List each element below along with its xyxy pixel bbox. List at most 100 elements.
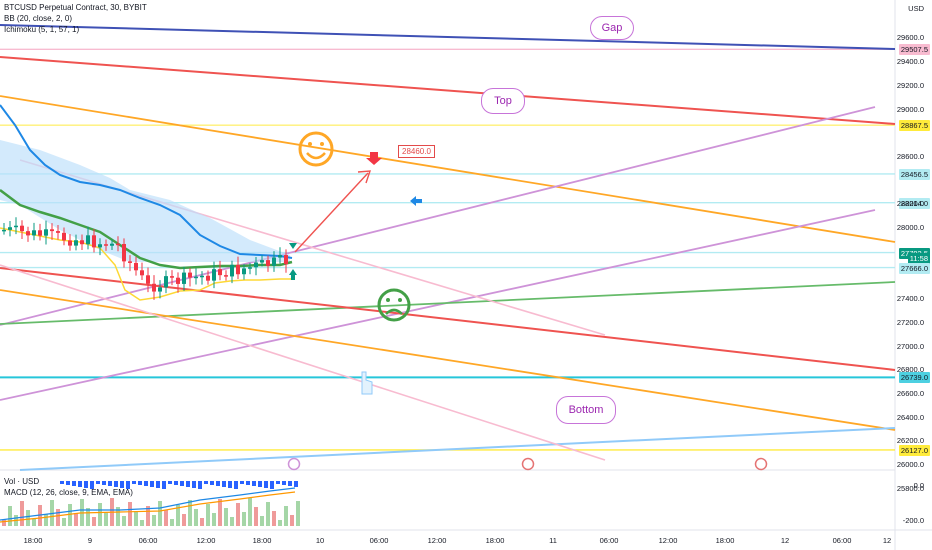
volume-bar [74, 513, 78, 526]
y-tick-label: 25800.0 [896, 483, 924, 493]
volume-bar [170, 519, 174, 526]
bb-basis-line [0, 104, 293, 259]
volume-bar [284, 506, 288, 526]
candle [56, 231, 60, 233]
candle [188, 272, 192, 278]
volume-bar [56, 509, 60, 526]
trendline-lower-red [0, 267, 896, 371]
sad-face-mouth [385, 308, 403, 315]
candle [74, 240, 78, 246]
y-tick-label: 26600.0 [896, 388, 924, 398]
volume-bar [62, 518, 66, 526]
pink-line-2 [0, 264, 606, 461]
symbol-legend[interactable]: BTCUSD Perpetual Contract, 30, BYBIT [4, 3, 147, 12]
volume-bar [86, 508, 90, 526]
trendline-upper-red [0, 56, 896, 125]
macd-histogram-bar [198, 481, 202, 489]
volume-bar [44, 514, 48, 526]
volume-legend[interactable]: Vol · USD [4, 477, 40, 486]
volume-bar [296, 501, 300, 526]
y-tick-label: 27200.0 [896, 317, 924, 327]
top-callout-label: Top [494, 95, 512, 107]
macd-histogram-bar [96, 481, 100, 484]
price-label-badge: 27666.0 [898, 262, 930, 274]
candle [80, 240, 84, 245]
macd-histogram-bar [246, 481, 250, 485]
bottom-callout-label: Bottom [568, 404, 604, 416]
macd-histogram-bar [126, 481, 130, 489]
gap-callout[interactable]: Gap [590, 16, 634, 40]
macd-histogram-bar [150, 481, 154, 487]
volume-bar [212, 513, 216, 526]
y-tick-label: 26400.0 [896, 412, 924, 422]
candle [32, 230, 36, 236]
candle [224, 275, 228, 277]
happy-face-icon [298, 131, 334, 167]
y-tick-label: 26800.0 [896, 365, 924, 375]
candle [14, 225, 18, 228]
volume-bar [230, 517, 234, 526]
price-label-badge: 28867.5 [898, 120, 930, 132]
volume-bar [236, 503, 240, 526]
volume-bar [206, 504, 210, 526]
candle [164, 276, 168, 288]
volume-bar [182, 514, 186, 526]
macd-histogram-bar [288, 481, 292, 486]
y-tick-label: 29000.0 [896, 104, 924, 114]
sad-face-eye [386, 298, 390, 302]
trendline-green [0, 281, 896, 325]
candle [194, 276, 198, 279]
bottom-callout[interactable]: Bottom [556, 396, 616, 424]
volume-bar [116, 507, 120, 526]
candle [266, 260, 270, 266]
candle [146, 275, 150, 284]
x-tick-label: 12:00 [196, 536, 216, 545]
trendline-bottom-blue [19, 427, 896, 471]
volume-bar [248, 498, 252, 526]
channel-upper-purple [0, 106, 876, 326]
candle [206, 275, 210, 281]
top-callout[interactable]: Top [481, 88, 525, 114]
price-label-badge: 26739.0 [898, 372, 930, 384]
channel-lower-purple [0, 209, 876, 401]
sell-arrow-marker [366, 152, 382, 165]
candle [50, 229, 54, 232]
macd-histogram-bar [66, 481, 70, 485]
macd-legend[interactable]: MACD (12, 26, close, 9, EMA, EMA) [4, 488, 133, 497]
macd-histogram-bar [240, 481, 244, 484]
volume-bar [8, 506, 12, 526]
volume-bar [32, 519, 36, 526]
x-tick-label: 11 [549, 536, 557, 545]
price-label-badge: 26127.0 [898, 444, 930, 456]
macd-histogram-bar [84, 481, 88, 488]
volume-bar [266, 502, 270, 526]
candle [62, 232, 66, 241]
candle [218, 269, 222, 276]
x-tick-label: 12:00 [427, 536, 447, 545]
y-tick-label: 27400.0 [896, 294, 924, 304]
candle [278, 255, 282, 258]
macd-histogram-bar [90, 481, 94, 489]
volume-bar [176, 505, 180, 526]
x-tick-label: 18:00 [252, 536, 272, 545]
x-tick-label: 12 [882, 536, 892, 545]
ichimoku-legend[interactable]: Ichimoku (5, 1, 57, 1) [4, 25, 80, 34]
target-price-label[interactable]: 28460.0 [398, 145, 435, 158]
candle [236, 264, 240, 275]
macd-histogram-bar [294, 481, 298, 487]
bb-legend[interactable]: BB (20, close, 2, 0) [4, 14, 73, 23]
y-tick-label: 29200.0 [896, 80, 924, 90]
macd-histogram-bar [234, 481, 238, 489]
candle [86, 235, 90, 245]
y-tick-label: 26200.0 [896, 436, 924, 446]
volume-bar [122, 516, 126, 526]
volume-bar [188, 500, 192, 526]
y-tick-label: 26000.0 [896, 460, 924, 469]
macd-histogram-bar [210, 481, 214, 485]
candle [152, 283, 156, 292]
volume-bar [134, 511, 138, 526]
candle [242, 268, 246, 275]
candle [68, 240, 72, 246]
candle [134, 262, 138, 271]
